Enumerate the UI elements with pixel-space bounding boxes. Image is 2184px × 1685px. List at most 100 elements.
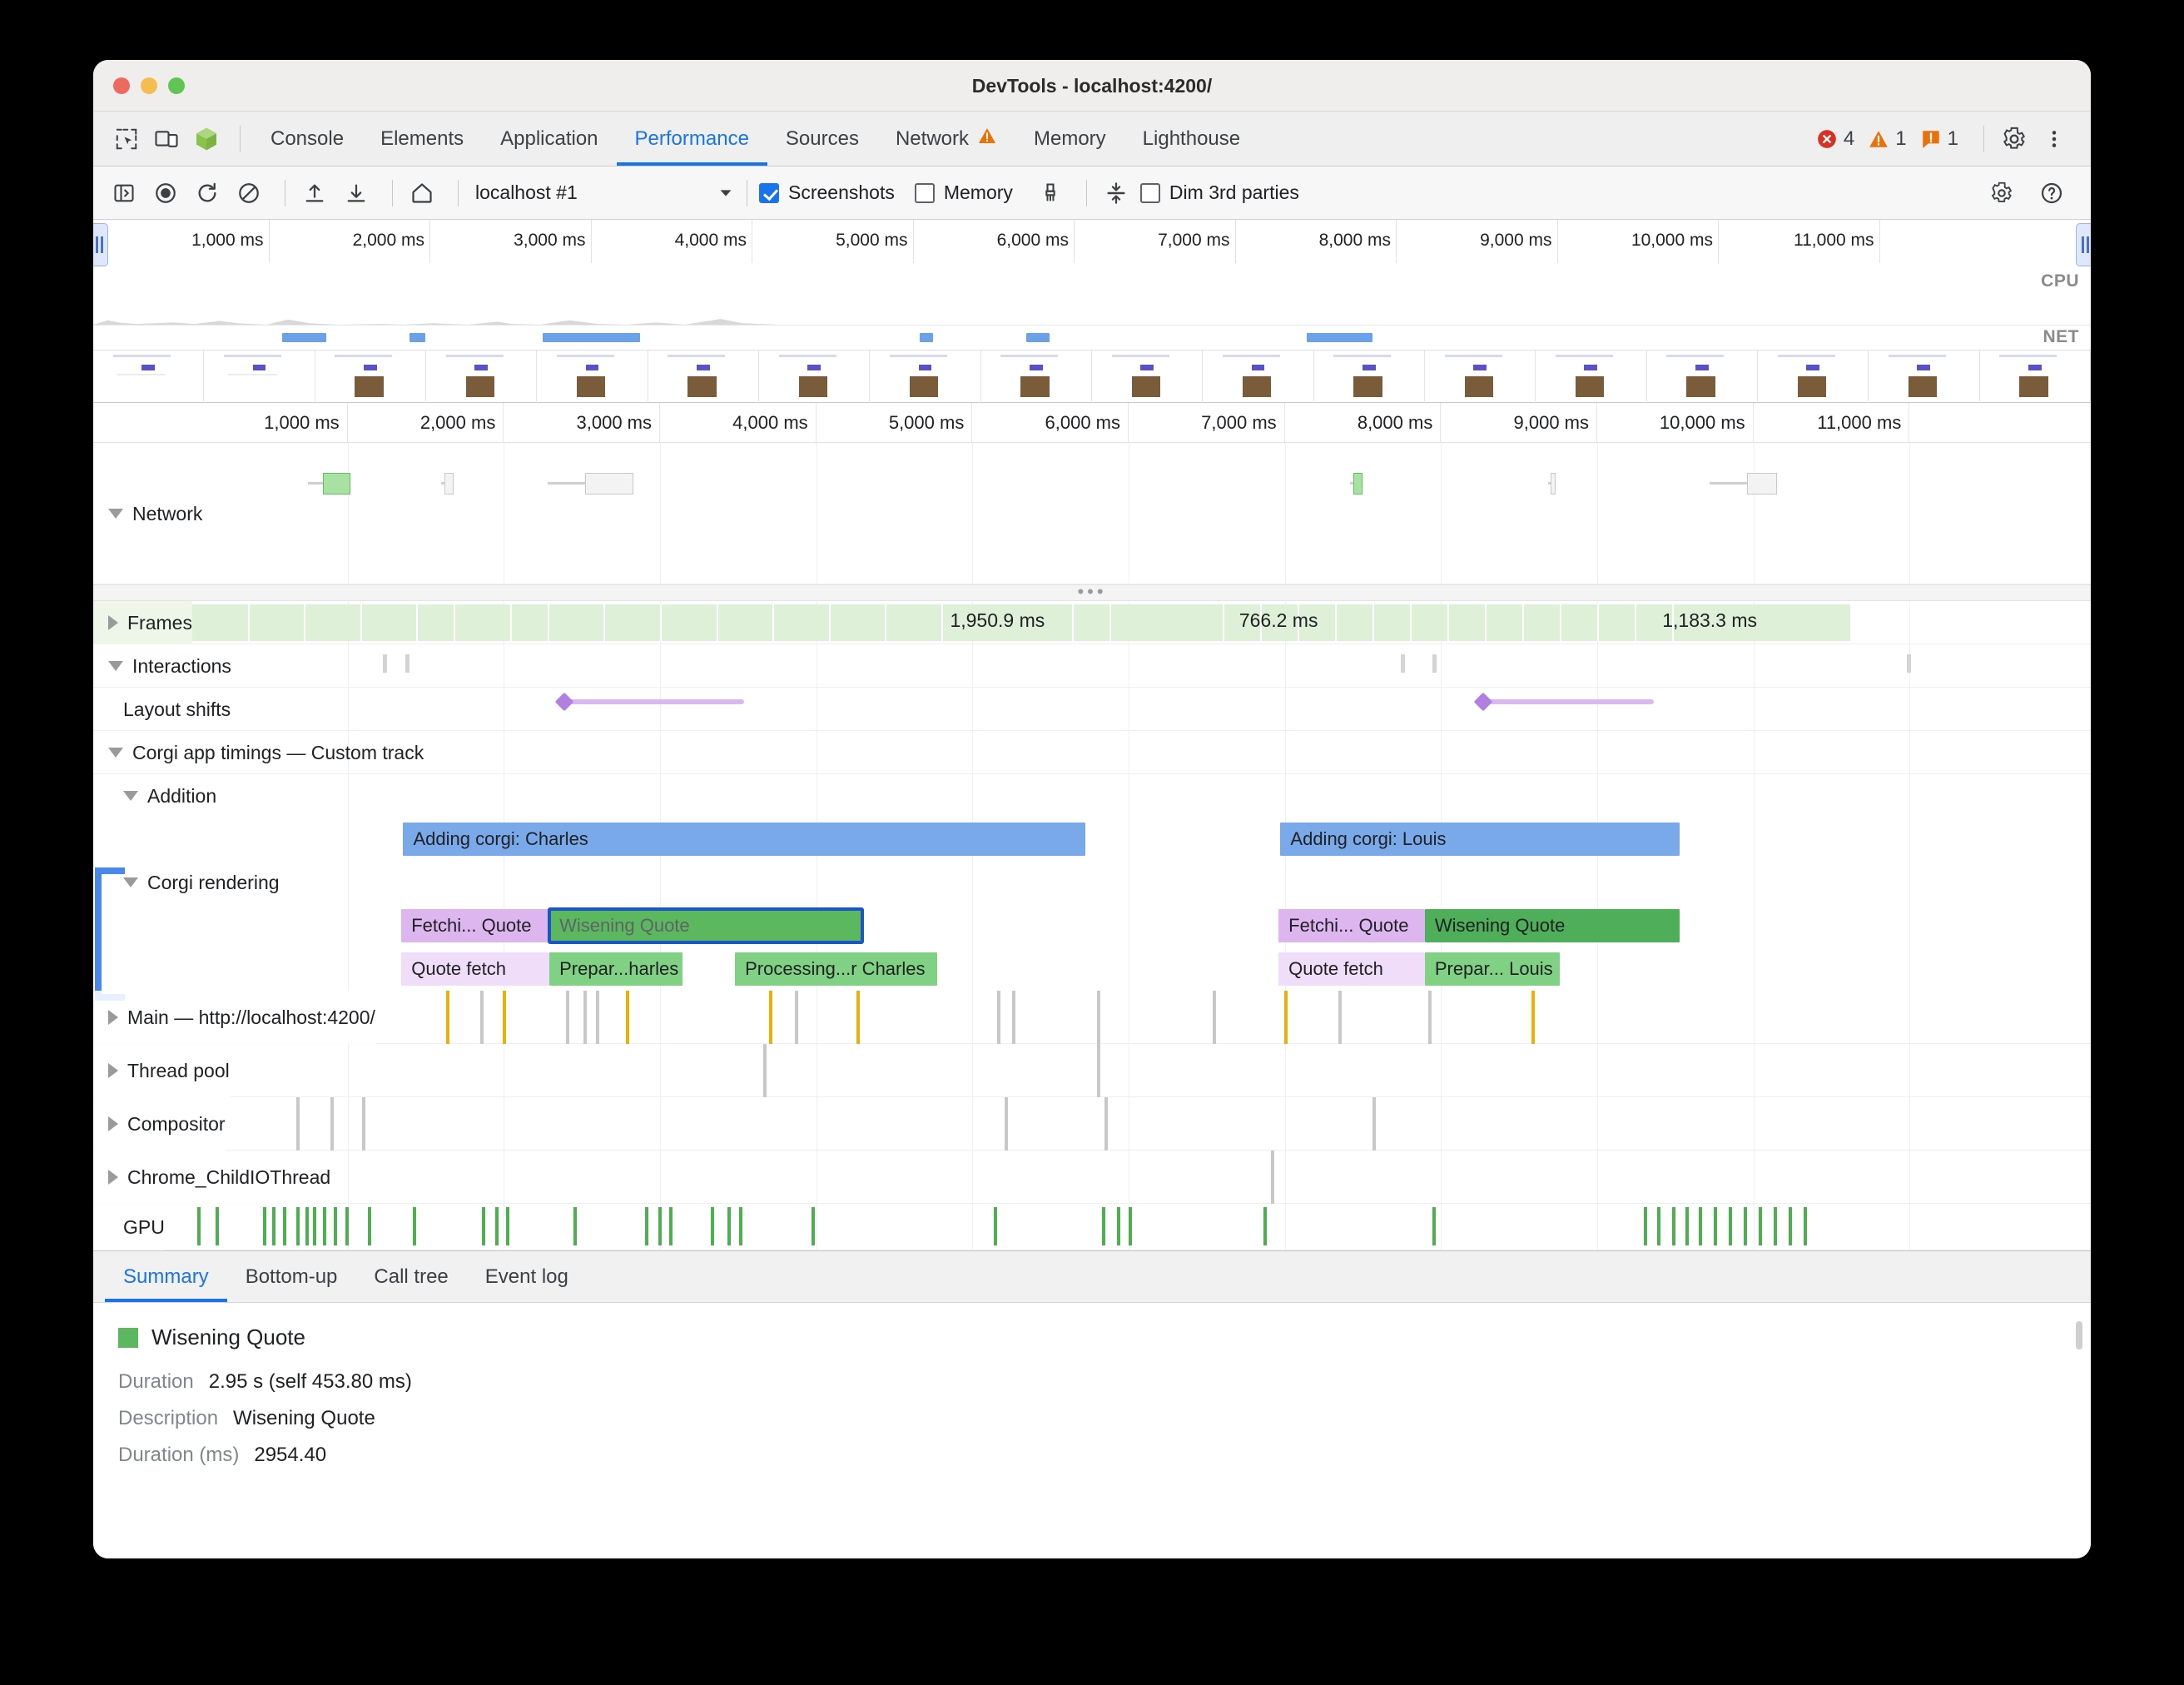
gpu-activity-mark[interactable] — [1698, 1207, 1702, 1245]
device-toolbar-icon[interactable] — [148, 121, 185, 157]
gpu-activity-mark[interactable] — [993, 1207, 997, 1245]
profile-select[interactable]: localhost #1 — [475, 181, 735, 204]
gpu-activity-mark[interactable] — [1129, 1207, 1132, 1245]
group-header-label-0[interactable]: Addition — [93, 774, 216, 818]
gpu-activity-mark[interactable] — [1728, 1207, 1732, 1245]
gpu-activity-mark[interactable] — [727, 1207, 732, 1245]
vertical-resize-icon[interactable] — [1099, 176, 1134, 211]
reload-and-record-icon[interactable] — [190, 176, 225, 211]
screenshot-filmstrip[interactable] — [93, 350, 2091, 401]
gpu-activity-mark[interactable] — [1117, 1207, 1121, 1245]
chevron-down-icon[interactable] — [108, 748, 123, 758]
settings-gear-icon[interactable] — [1996, 121, 2033, 157]
gpu-activity-mark[interactable] — [262, 1207, 266, 1245]
filmstrip-frame[interactable] — [1869, 350, 1980, 401]
dim-third-parties-checkbox-box[interactable] — [1139, 182, 1160, 203]
gpu-activity-mark[interactable] — [1644, 1207, 1648, 1245]
thread-activity-mark[interactable] — [1096, 1044, 1100, 1097]
track-header-interactions[interactable]: Interactions — [93, 644, 231, 688]
filmstrip-frame[interactable] — [648, 350, 759, 401]
warning-badge[interactable]: 1 — [1868, 127, 1907, 151]
thread-activity-mark[interactable] — [1271, 1151, 1275, 1204]
details-tab-summary[interactable]: Summary — [105, 1251, 227, 1302]
screenshots-checkbox-box[interactable] — [759, 182, 779, 203]
gpu-activity-mark[interactable] — [1432, 1207, 1436, 1245]
gpu-activity-mark[interactable] — [1758, 1207, 1762, 1245]
filmstrip-frame[interactable] — [1203, 350, 1314, 401]
flame-event[interactable]: Adding corgi: Louis — [1280, 823, 1680, 856]
tab-sources[interactable]: Sources — [767, 112, 877, 166]
filmstrip-frame[interactable] — [1313, 350, 1425, 401]
filmstrip-frame[interactable] — [1091, 350, 1204, 401]
filmstrip-frame[interactable] — [93, 350, 205, 401]
flame-event[interactable]: Quote fetch — [401, 952, 550, 986]
thread-activity-mark[interactable] — [1428, 991, 1432, 1044]
tab-memory[interactable]: Memory — [1015, 112, 1124, 166]
thread-activity-mark[interactable] — [596, 991, 600, 1044]
gpu-activity-mark[interactable] — [482, 1207, 486, 1245]
gpu-activity-mark[interactable] — [305, 1207, 310, 1245]
network-request[interactable] — [1710, 471, 1778, 496]
collect-garbage-icon[interactable] — [1033, 176, 1068, 211]
gpu-activity-mark[interactable] — [1102, 1207, 1106, 1245]
network-request[interactable] — [307, 471, 351, 496]
track-header-corgi-custom[interactable]: Corgi app timings — Custom track — [93, 731, 424, 774]
flame-event[interactable]: Wisening Quote — [1424, 909, 1680, 942]
thread-activity-mark[interactable] — [361, 1097, 365, 1151]
memory-checkbox-box[interactable] — [914, 182, 935, 203]
thread-activity-mark[interactable] — [1531, 991, 1536, 1044]
thread-activity-mark[interactable] — [997, 991, 1001, 1044]
timeline-overview[interactable]: 1,000 ms 2,000 ms 3,000 ms 4,000 ms 5,000 ms… — [93, 220, 2091, 403]
gpu-activity-mark[interactable] — [573, 1207, 578, 1245]
capture-settings-gear-icon[interactable] — [1984, 176, 2019, 211]
gpu-activity-mark[interactable] — [296, 1207, 300, 1245]
angular-cube-icon[interactable] — [188, 121, 225, 157]
gpu-activity-mark[interactable] — [710, 1207, 714, 1245]
thread-activity-mark[interactable] — [296, 1097, 300, 1151]
chevron-right-icon[interactable] — [108, 1010, 118, 1025]
track-header-frames[interactable]: Frames — [93, 601, 192, 644]
chevron-down-icon[interactable] — [108, 509, 123, 519]
filmstrip-frame[interactable] — [980, 350, 1092, 401]
filmstrip-frame[interactable] — [1757, 350, 1869, 401]
gpu-activity-mark[interactable] — [345, 1207, 349, 1245]
gpu-activity-mark[interactable] — [669, 1207, 673, 1245]
gpu-activity-mark[interactable] — [1685, 1207, 1689, 1245]
network-request[interactable] — [440, 471, 454, 496]
thread-activity-mark[interactable] — [768, 991, 772, 1044]
chevron-down-icon[interactable] — [123, 877, 138, 887]
issue-badge[interactable]: 1 — [1920, 127, 1958, 151]
filmstrip-frame[interactable] — [537, 350, 648, 401]
maximize-window-button[interactable] — [168, 77, 185, 94]
track-header-chrome-childiothread[interactable]: Chrome_ChildIOThread — [93, 1151, 331, 1204]
gpu-activity-mark[interactable] — [216, 1207, 220, 1245]
record-icon[interactable] — [148, 176, 183, 211]
flame-event[interactable]: Prepar... Louis — [1424, 952, 1560, 986]
clear-recording-icon[interactable] — [231, 176, 266, 211]
minimize-window-button[interactable] — [141, 77, 157, 94]
gpu-activity-mark[interactable] — [1803, 1207, 1807, 1245]
gpu-activity-mark[interactable] — [1788, 1207, 1792, 1245]
gpu-activity-mark[interactable] — [334, 1207, 338, 1245]
group-header-label-1[interactable]: Corgi rendering — [93, 861, 280, 904]
gpu-activity-mark[interactable] — [1263, 1207, 1268, 1245]
toggle-sidebar-icon[interactable] — [107, 176, 141, 211]
thread-activity-mark[interactable] — [762, 1044, 767, 1097]
thread-activity-mark[interactable] — [1012, 991, 1016, 1044]
gpu-activity-mark[interactable] — [196, 1207, 201, 1245]
gpu-activity-mark[interactable] — [322, 1207, 326, 1245]
chevron-right-icon[interactable] — [108, 1116, 118, 1131]
download-profile-icon[interactable] — [339, 176, 374, 211]
thread-activity-mark[interactable] — [856, 991, 861, 1044]
timeline-ruler[interactable]: 1,000 ms 2,000 ms 3,000 ms 4,000 ms 5,000 ms… — [93, 403, 2091, 443]
filmstrip-frame[interactable] — [204, 350, 315, 401]
chevron-right-icon[interactable] — [108, 615, 118, 630]
flame-event[interactable]: Processing...r Charles — [735, 952, 938, 986]
tab-lighthouse[interactable]: Lighthouse — [1124, 112, 1258, 166]
tab-application[interactable]: Application — [482, 112, 616, 166]
gpu-activity-mark[interactable] — [494, 1207, 499, 1245]
network-request[interactable] — [1349, 471, 1363, 496]
thread-activity-mark[interactable] — [626, 991, 630, 1044]
interaction-mark[interactable] — [1906, 654, 1911, 673]
flame-event[interactable]: Wisening Quote — [548, 907, 865, 944]
